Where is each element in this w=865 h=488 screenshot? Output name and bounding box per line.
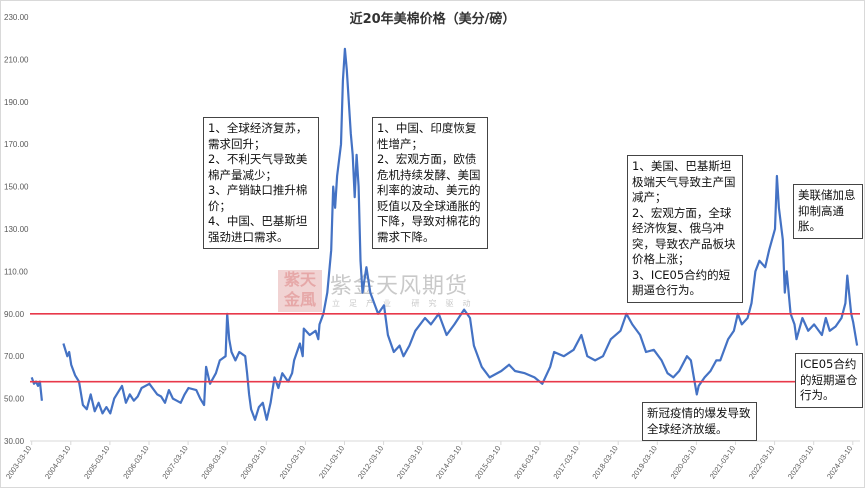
x-tick-label: 2018-03-10 bbox=[590, 444, 619, 481]
annotation-fed: 美联储加息抑制高通胀。 bbox=[793, 184, 863, 239]
x-tick-label: 2012-03-10 bbox=[356, 444, 385, 481]
x-tick-label: 2020-03-10 bbox=[669, 444, 698, 481]
x-tick-label: 2009-03-10 bbox=[239, 444, 268, 481]
watermark-name: 紫金天风期货 bbox=[330, 274, 469, 299]
x-tick-label: 2023-03-10 bbox=[786, 444, 815, 481]
annotation-2011: 1、中国、印度恢复性增产； 2、宏观方面，欧债危机持续发酵、美国利率的波动、美元… bbox=[372, 117, 488, 249]
x-tick-label: 2014-03-10 bbox=[434, 444, 463, 481]
y-tick-label: 230.00 bbox=[4, 13, 29, 22]
y-tick-label: 110.00 bbox=[4, 267, 28, 276]
y-tick-label: 130.00 bbox=[4, 225, 29, 234]
x-tick-label: 2006-03-10 bbox=[121, 444, 150, 481]
x-tick-label: 2010-03-10 bbox=[278, 444, 307, 481]
y-tick-label: 170.00 bbox=[4, 140, 29, 149]
annotation-covid: 新冠疫情的爆发导致全球经济放缓。 bbox=[642, 402, 757, 441]
x-tick-label: 2008-03-10 bbox=[199, 444, 228, 481]
x-tick-label: 2003-03-10 bbox=[4, 444, 33, 481]
x-tick-label: 2021-03-10 bbox=[708, 444, 737, 481]
y-tick-label: 190.00 bbox=[4, 98, 29, 107]
y-tick-label: 70.00 bbox=[4, 352, 25, 361]
x-tick-label: 2024-03-10 bbox=[825, 444, 854, 481]
annotation-ice05: ICE05合约的短期逼仓行为。 bbox=[795, 353, 863, 408]
x-tick-label: 2022-03-10 bbox=[747, 444, 776, 481]
x-tick-label: 2015-03-10 bbox=[473, 444, 502, 481]
y-tick-label: 50.00 bbox=[4, 395, 25, 404]
watermark-slogan: 立足产业 研究驱动 bbox=[332, 299, 480, 308]
annotation-2010: 1、全球经济复苏，需求回升； 2、不利天气导致美棉产量减少； 3、产销缺口推升棉… bbox=[203, 117, 319, 249]
y-tick-label: 150.00 bbox=[4, 183, 29, 192]
x-tick-label: 2016-03-10 bbox=[512, 444, 541, 481]
watermark-logo: 紫天 金風 bbox=[278, 270, 322, 312]
x-tick-label: 2005-03-10 bbox=[82, 444, 111, 481]
x-tick-label: 2019-03-10 bbox=[630, 444, 659, 481]
x-tick-label: 2017-03-10 bbox=[551, 444, 580, 481]
x-tick-label: 2011-03-10 bbox=[317, 444, 346, 480]
price-series-line bbox=[62, 47, 859, 421]
x-tick-label: 2013-03-10 bbox=[395, 444, 424, 481]
y-tick-label: 210.00 bbox=[4, 55, 29, 64]
y-tick-label: 30.00 bbox=[4, 437, 25, 446]
annotation-2021: 1、美国、巴基斯坦极端天气导致主产国减产； 2、宏观方面，全球经济恢复、俄乌冲突… bbox=[627, 155, 743, 303]
chart-title: 近20年美棉价格（美分/磅） bbox=[349, 12, 516, 27]
y-tick-label: 90.00 bbox=[4, 310, 25, 319]
x-tick-label: 2004-03-10 bbox=[43, 444, 72, 481]
x-tick-label: 2007-03-10 bbox=[160, 444, 189, 481]
price-series-line bbox=[30, 377, 43, 401]
